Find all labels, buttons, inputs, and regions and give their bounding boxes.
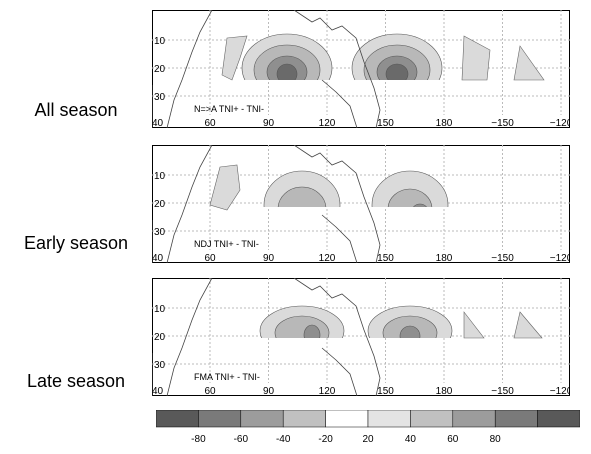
lon-tick-label: 90 xyxy=(263,386,275,396)
coastline xyxy=(152,10,381,128)
lon-tick-label: −120 xyxy=(550,386,570,396)
coastline xyxy=(152,145,381,263)
lon-tick-label: 40 xyxy=(152,118,164,128)
lon-tick-label: 60 xyxy=(204,386,216,396)
lon-tick-label: 40 xyxy=(152,386,164,396)
lat-tick-label: 10 xyxy=(154,171,166,182)
coastline xyxy=(152,278,381,396)
colorbar: -80 -60 -40 -20 20 40 60 80 xyxy=(155,409,581,448)
colorbar-segment xyxy=(325,409,369,428)
lon-tick-label: 90 xyxy=(263,118,275,128)
colorbar-label: -20 xyxy=(318,434,333,445)
lon-tick-label: 120 xyxy=(319,386,336,396)
lon-tick-label: −120 xyxy=(550,253,570,263)
contour-region xyxy=(221,35,248,81)
lon-tick-label: 150 xyxy=(377,253,394,263)
row-label-all-season: All season xyxy=(34,100,118,120)
colorbar-segment xyxy=(537,409,581,428)
lon-tick-label: 180 xyxy=(436,118,453,128)
lat-tick-label: 30 xyxy=(154,360,166,371)
contour-region xyxy=(513,311,543,339)
colorbar-segment xyxy=(452,409,496,428)
lon-tick-label: 60 xyxy=(204,253,216,263)
colorbar-label: -40 xyxy=(276,434,291,445)
colorbar-segment xyxy=(282,409,326,428)
row-label-late-season: Late season xyxy=(26,371,126,391)
lat-tick-label: 10 xyxy=(154,36,166,47)
lat-tick-label: 20 xyxy=(154,332,166,343)
colorbar-segment xyxy=(410,409,454,428)
lat-tick-label: 10 xyxy=(154,304,166,315)
contour-region xyxy=(387,188,433,207)
lon-tick-label: 120 xyxy=(319,118,336,128)
contour-region xyxy=(276,63,298,80)
contour-region xyxy=(277,186,327,207)
colorbar-label: -60 xyxy=(234,434,249,445)
lat-tick-label: 30 xyxy=(154,227,166,238)
lon-tick-label: −150 xyxy=(491,253,514,263)
colorbar-label: 60 xyxy=(447,434,459,445)
contour-group xyxy=(259,305,453,338)
lon-tick-label: −120 xyxy=(550,118,570,128)
colorbar-label: 80 xyxy=(490,434,502,445)
map-panel-all-season: 10 20 30 40 60 90 120 150 180 −150 −120 N=>A TNI+ -… xyxy=(152,10,570,128)
colorbar-segment xyxy=(367,409,411,428)
contour-region xyxy=(463,311,485,339)
colorbar-segment xyxy=(198,409,242,428)
map-panel-late-season: 10 20 30 40 60 90 120 150 180 −150 −120 FMA TNI+ - … xyxy=(152,278,570,396)
map-frame xyxy=(152,145,570,263)
lon-tick-label: −150 xyxy=(491,118,514,128)
colorbar-segment xyxy=(155,409,199,428)
lon-tick-label: 180 xyxy=(436,253,453,263)
map-panel-early-season: 10 20 30 40 60 90 120 150 180 −150 −120 NDJ TNI+ - … xyxy=(152,145,570,263)
colorbar-label: 20 xyxy=(362,434,374,445)
colorbar-segment xyxy=(240,409,284,428)
panel-annotation: N=>A TNI+ - TNI- xyxy=(194,104,264,114)
lon-tick-label: 40 xyxy=(152,253,164,263)
row-label-early-season: Early season xyxy=(23,233,129,253)
lat-tick-label: 20 xyxy=(154,64,166,75)
contour-group xyxy=(241,33,443,80)
lon-tick-label: 120 xyxy=(319,253,336,263)
contour-group xyxy=(263,170,449,207)
map-frame xyxy=(152,278,570,396)
contour-region xyxy=(513,45,545,81)
lon-tick-label: 180 xyxy=(436,386,453,396)
contour-region xyxy=(461,35,491,81)
colorbar-label: -80 xyxy=(191,434,206,445)
lon-tick-label: 90 xyxy=(263,253,275,263)
lon-tick-label: −150 xyxy=(491,386,514,396)
contour-region xyxy=(209,164,241,211)
colorbar-segment xyxy=(494,409,538,428)
contour-region xyxy=(303,324,321,338)
contour-region xyxy=(399,325,421,338)
colorbar-label: 40 xyxy=(405,434,417,445)
contour-region xyxy=(385,63,409,80)
panel-annotation: FMA TNI+ - TNI- xyxy=(194,372,260,382)
panel-annotation: NDJ TNI+ - TNI- xyxy=(194,239,259,249)
lon-tick-label: 60 xyxy=(204,118,216,128)
lon-tick-label: 150 xyxy=(377,386,394,396)
lat-tick-label: 30 xyxy=(154,92,166,103)
contour-region xyxy=(413,203,427,207)
lat-tick-label: 20 xyxy=(154,199,166,210)
lon-tick-label: 150 xyxy=(377,118,394,128)
